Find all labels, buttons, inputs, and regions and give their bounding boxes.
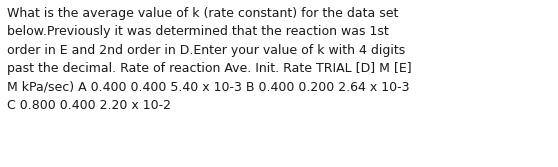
Text: What is the average value of k (rate constant) for the data set
below.Previously: What is the average value of k (rate con… <box>7 7 411 112</box>
